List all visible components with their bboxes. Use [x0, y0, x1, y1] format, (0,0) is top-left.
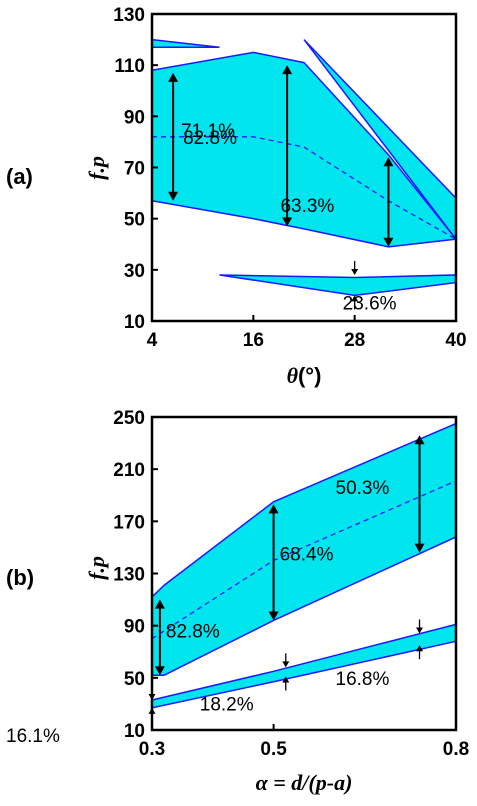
annotation-arrowhead-up: [282, 676, 290, 683]
bandwidth-label: 16.8%: [336, 669, 390, 690]
panel-a-ylabel: f.p: [84, 156, 109, 180]
annotation-arrowhead-top: [168, 72, 179, 82]
annotation-arrowhead-bottom: [168, 191, 179, 201]
y-tick-label: 170: [113, 512, 145, 533]
panel-b-xlabel: α = d/(p-a): [256, 770, 353, 795]
bandwidth-label: 18.2%: [200, 695, 254, 716]
bandwidth-label: 68.4%: [280, 544, 334, 565]
panel-b-annotation-2: 50.3%: [336, 435, 425, 553]
y-tick-label: 130: [113, 5, 145, 26]
panel-b-annotation-0: 82.8%: [154, 599, 220, 676]
bandwidth-label: 82.8%: [166, 621, 220, 642]
panel-b-ticks: 0.3 0.5 0.8 10 50 90 130 170 210 250: [113, 408, 469, 760]
panel-a-annotation-3: 23.6%: [343, 260, 397, 314]
annotation-arrowhead-top: [154, 599, 165, 609]
panel-a-xlabel-var: θ: [287, 363, 299, 388]
x-tick-label: 40: [445, 330, 466, 351]
y-tick-label: 10: [124, 721, 145, 742]
bandwidth-label: 23.6%: [343, 293, 397, 314]
panel-a-label: (a): [6, 164, 33, 189]
y-tick-label: 90: [124, 617, 145, 638]
panel-a: 71.1%82.8% 63.3% 23.6% 4 16 28 40 10 30 50 70 90 11…: [6, 5, 467, 388]
panel-a-ticks: 4 16 28 40 10 30 50 70 90 110 130: [113, 5, 466, 351]
y-tick-label: 50: [124, 669, 145, 690]
annotation-arrowhead-up: [416, 645, 424, 652]
panel-a-xlabel: θ(°): [287, 363, 322, 388]
panel-a-annotation-0: 71.1%: [168, 72, 235, 201]
annotation-arrowhead-up: [351, 295, 359, 302]
panel-b-annotation-5: 16.8%: [336, 619, 424, 690]
annotation-arrowhead-bottom: [268, 611, 279, 621]
y-tick-label: 50: [124, 210, 145, 231]
bandwidth-label: 82.8%: [183, 128, 237, 149]
annotation-arrowhead-down: [416, 627, 424, 634]
annotation-arrowhead-top: [268, 504, 279, 514]
y-tick-label: 70: [124, 159, 145, 180]
annotation-arrowhead-bottom: [383, 237, 394, 247]
y-tick-label: 110: [114, 56, 145, 77]
x-tick-label: 16: [243, 330, 264, 351]
panel-b-plot-layer: 82.8% 68.4% 50.3% 16.1% 18.2% 16.8%: [6, 422, 457, 747]
panel-a-xlabel-unit: (°): [298, 363, 321, 388]
bandwidth-label: 71.1%: [181, 121, 235, 142]
panel-a-annotation-2: 63.3%: [280, 157, 394, 247]
panel-a-band-0: [151, 51, 458, 248]
annotation-arrowhead-bottom: [154, 666, 165, 676]
annotation-arrowhead-top: [414, 435, 425, 445]
panel-b-annotation-1: 68.4%: [268, 504, 334, 621]
y-tick-label: 250: [113, 408, 145, 429]
panel-b-ylabel: f.p: [84, 556, 109, 580]
panel-a-center-line: [152, 136, 457, 240]
bandwidth-label: 63.3%: [280, 196, 334, 217]
x-tick-label: 0.3: [139, 739, 165, 760]
y-tick-label: 210: [113, 460, 145, 481]
panel-a-band-3: [219, 274, 457, 297]
panel-b: 82.8% 68.4% 50.3% 16.1% 18.2% 16.8% 0.3 0.5 0.8…: [6, 408, 469, 795]
panel-a-band-1: [151, 38, 220, 49]
bandwidth-label: 16.1%: [6, 726, 60, 747]
x-tick-label: 28: [344, 330, 365, 351]
annotation-arrowhead-bottom: [414, 543, 425, 553]
annotation-arrowhead-down: [351, 268, 359, 275]
panel-a-plot-layer: 71.1%82.8% 63.3% 23.6%: [151, 38, 458, 314]
y-tick-label: 90: [124, 107, 145, 128]
y-tick-label: 30: [124, 261, 145, 282]
bandwidth-label: 50.3%: [336, 478, 390, 499]
annotation-arrowhead-down: [282, 661, 290, 668]
y-tick-label: 130: [113, 565, 145, 586]
panel-b-annotation-4: 18.2%: [200, 653, 290, 716]
x-tick-label: 0.8: [443, 739, 469, 760]
annotation-arrowhead-bottom: [282, 217, 293, 227]
panel-b-label: (b): [6, 565, 34, 590]
panel-a-annotation-1: 82.8%: [183, 65, 293, 227]
annotation-arrowhead-top: [383, 157, 394, 167]
y-tick-label: 10: [124, 312, 145, 333]
annotation-arrowhead-top: [282, 65, 293, 75]
x-tick-label: 4: [147, 330, 158, 351]
x-tick-label: 0.5: [260, 739, 287, 760]
